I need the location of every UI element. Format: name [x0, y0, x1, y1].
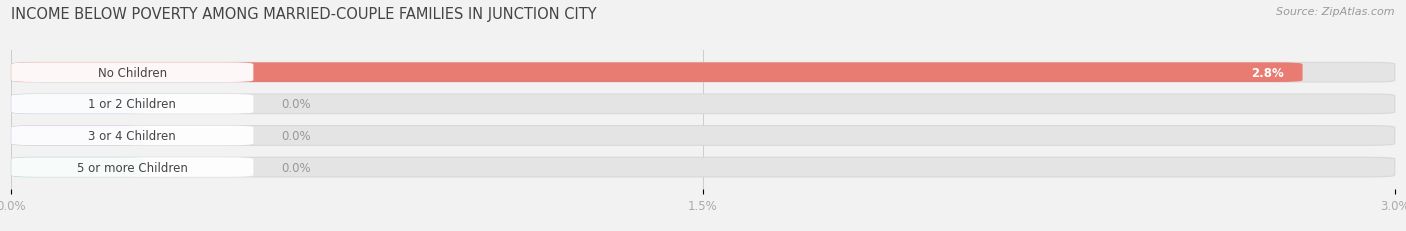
FancyBboxPatch shape [11, 63, 1395, 83]
FancyBboxPatch shape [11, 126, 145, 146]
FancyBboxPatch shape [11, 63, 253, 83]
FancyBboxPatch shape [11, 126, 1395, 146]
Text: Source: ZipAtlas.com: Source: ZipAtlas.com [1277, 7, 1395, 17]
Text: 0.0%: 0.0% [281, 129, 311, 142]
Text: 2.8%: 2.8% [1251, 66, 1284, 79]
Text: 5 or more Children: 5 or more Children [77, 161, 188, 174]
FancyBboxPatch shape [11, 158, 145, 177]
Text: 0.0%: 0.0% [281, 161, 311, 174]
FancyBboxPatch shape [11, 95, 145, 114]
FancyBboxPatch shape [11, 126, 253, 146]
FancyBboxPatch shape [11, 158, 1395, 177]
Text: 1 or 2 Children: 1 or 2 Children [89, 98, 176, 111]
FancyBboxPatch shape [11, 158, 253, 177]
Text: INCOME BELOW POVERTY AMONG MARRIED-COUPLE FAMILIES IN JUNCTION CITY: INCOME BELOW POVERTY AMONG MARRIED-COUPL… [11, 7, 598, 22]
Text: 0.0%: 0.0% [281, 98, 311, 111]
FancyBboxPatch shape [11, 95, 1395, 114]
Text: No Children: No Children [98, 66, 167, 79]
FancyBboxPatch shape [11, 63, 1302, 83]
Text: 3 or 4 Children: 3 or 4 Children [89, 129, 176, 142]
FancyBboxPatch shape [11, 95, 253, 114]
